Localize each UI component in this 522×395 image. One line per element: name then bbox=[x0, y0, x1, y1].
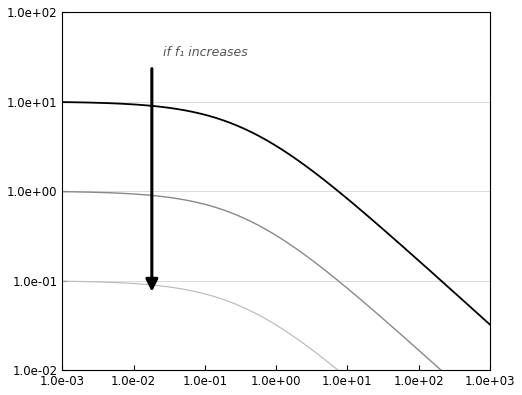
Text: if f₁ increases: if f₁ increases bbox=[163, 46, 248, 59]
